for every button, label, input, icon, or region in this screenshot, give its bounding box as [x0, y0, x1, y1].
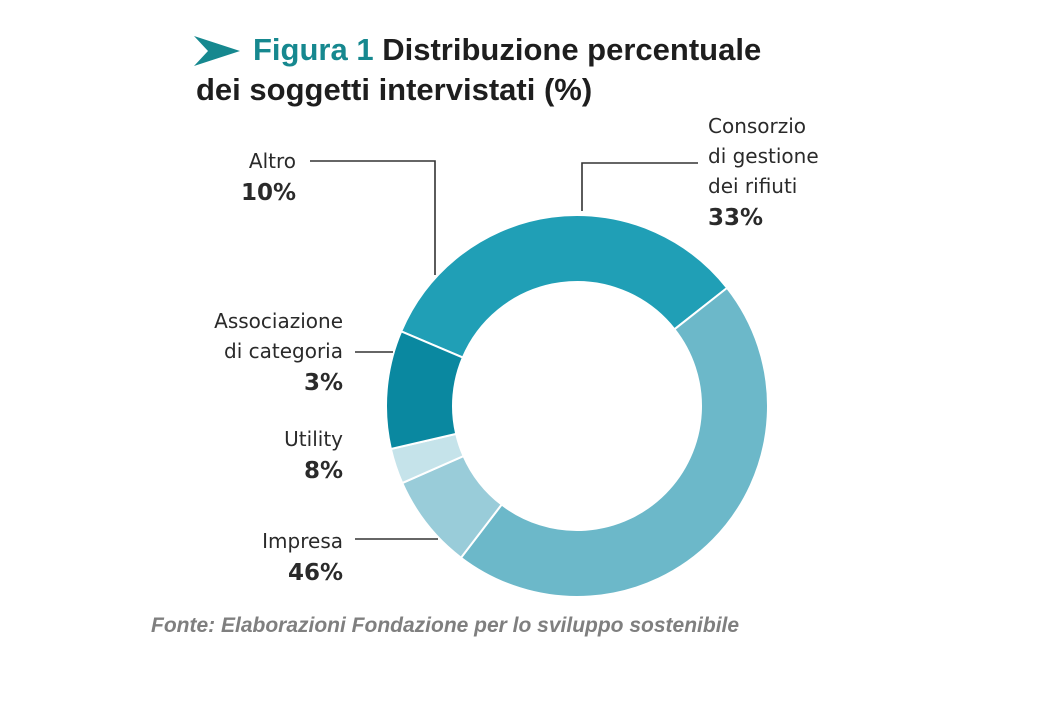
arrow-icon [194, 36, 240, 66]
title-line-2: dei soggetti intervistati (%) [196, 72, 593, 107]
title-line-1: Figura 1 Distribuzione percentuale [196, 30, 896, 70]
slice-value-label: 33% [708, 205, 763, 231]
slice-labels: Consorzio di gestione dei rifiuti 33% Impres… [214, 114, 819, 586]
figure-label: Figura 1 [253, 32, 374, 67]
source-note: Fonte: Elaborazioni Fondazione per lo sv… [151, 614, 740, 637]
slice-value-label: 8% [304, 458, 343, 484]
slice-label: Utility [284, 427, 343, 451]
slice-value-label: 10% [241, 180, 296, 206]
slice-value-label: 46% [288, 560, 343, 586]
slice-label: Consorzio [708, 114, 806, 138]
title-text-line-1: Distribuzione percentuale [382, 32, 762, 67]
slice-label: di categoria [224, 339, 343, 363]
leader-lines [310, 160, 698, 540]
slice-label: dei rifiuti [708, 174, 797, 198]
slice-label: Impresa [262, 529, 343, 553]
donut-slices [385, 214, 769, 598]
slice-label: Altro [249, 149, 296, 173]
donut-slice [399, 214, 729, 359]
slice-label: Associazione [214, 309, 343, 333]
leader-line [310, 160, 436, 275]
chart-title: Figura 1 Distribuzione percentuale dei s… [194, 30, 896, 110]
leader-line [581, 162, 698, 211]
donut-slice [459, 286, 769, 598]
slice-value-label: 3% [304, 370, 343, 396]
donut-slice [385, 330, 465, 451]
slice-label: di gestione [708, 144, 819, 168]
